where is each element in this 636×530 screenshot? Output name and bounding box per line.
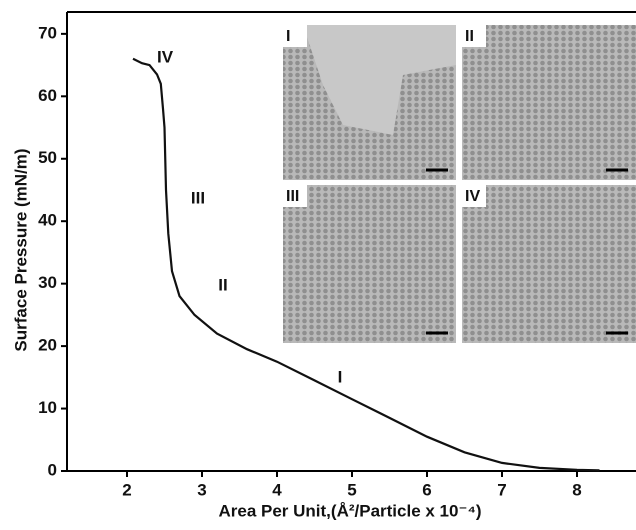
y-tick-label: 30 [38,273,57,292]
y-tick-label: 40 [38,211,57,230]
phase-label: III [191,188,205,207]
inset-label-bg [283,185,307,207]
x-tick-label: 7 [497,480,506,499]
inset-label: III [286,188,299,205]
x-axis-title: Area Per Unit,(Å²/Particle x 10⁻⁴) [218,501,481,520]
y-tick-label: 0 [48,460,57,479]
x-tick-label: 3 [197,480,206,499]
inset-image [462,25,636,180]
y-tick-label: 20 [38,336,57,355]
inset-image [462,185,636,343]
x-tick-label: 6 [422,480,431,499]
inset-label-bg [462,25,486,47]
inset-image [283,185,456,343]
x-tick-label: 5 [347,480,356,499]
y-axis-title: Surface Pressure (mN/m) [11,148,30,351]
y-tick-label: 10 [38,398,57,417]
y-tick-label: 70 [38,23,57,42]
x-tick-label: 4 [272,480,282,499]
y-tick-label: 60 [38,86,57,105]
isotherm-line [132,57,600,472]
phase-label: II [218,275,227,294]
inset-label-bg [462,185,486,207]
inset-label: IV [465,188,480,205]
phase-label: IV [157,47,174,66]
inset-label: II [465,28,474,45]
x-tick-label: 8 [572,480,581,499]
phase-label: I [338,367,343,386]
y-tick-label: 50 [38,148,57,167]
inset-label: I [286,28,290,45]
inset-label-bg [283,25,307,47]
inset-background [303,25,456,135]
x-tick-label: 2 [122,480,131,499]
